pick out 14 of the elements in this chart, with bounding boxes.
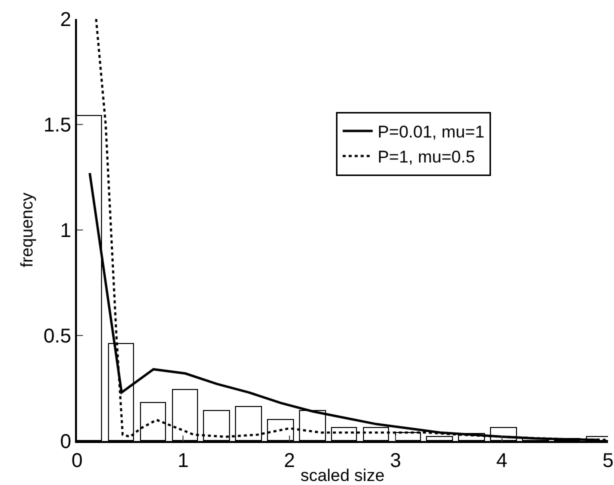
x-tick-label: 3 xyxy=(390,450,402,472)
y-tick-label: 2 xyxy=(60,9,72,31)
x-axis-title: scaled size xyxy=(300,466,385,485)
y-axis-title: frequency xyxy=(18,192,36,268)
y-tick-label: 0 xyxy=(60,431,72,453)
x-tick-label: 2 xyxy=(284,450,295,472)
x-tick-label: 4 xyxy=(496,450,508,472)
x-tick-label: 5 xyxy=(602,450,614,472)
legend-label: P=0.01, mu=1 xyxy=(378,122,484,142)
y-tick-label: 1 xyxy=(60,220,72,242)
legend-label: P=1, mu=0.5 xyxy=(378,148,476,167)
y-tick-label: 0.5 xyxy=(43,326,72,348)
y-tick-label: 1.5 xyxy=(43,114,72,136)
x-tick-label: 1 xyxy=(178,450,189,472)
